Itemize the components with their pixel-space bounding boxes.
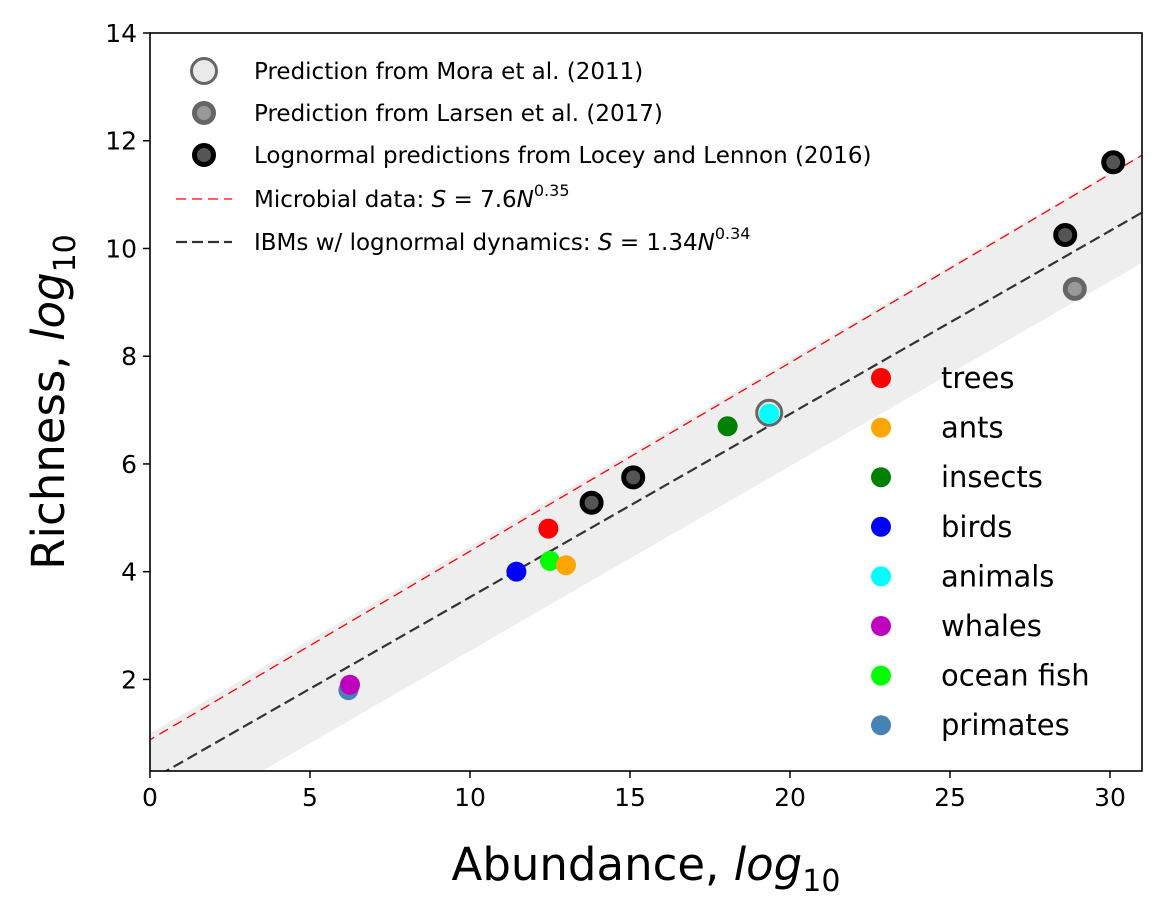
legend-label-microbial: Microbial data: S = 7.6N0.35 — [254, 181, 570, 213]
legend-marker-locey — [192, 143, 216, 167]
x-axis-ticks: 0 5 10 15 20 25 30 — [142, 771, 1126, 812]
data-points — [338, 150, 1126, 701]
legend-label-primates: primates — [941, 708, 1070, 742]
x-tick-label: 10 — [454, 783, 486, 812]
plot-frame — [149, 32, 1143, 772]
data-point-lognormal-predictions-from-locey-and-lennon-2016 — [579, 490, 604, 515]
y-axis-ticks: 2 4 6 8 10 12 14 — [105, 19, 150, 694]
y-tick-label: 12 — [105, 127, 137, 156]
legend-label-ants: ants — [941, 411, 1004, 445]
plot-area — [150, 150, 1142, 771]
legend-label-trees: trees — [941, 361, 1014, 395]
data-point-lognormal-predictions-from-locey-and-lennon-2016 — [1101, 150, 1126, 175]
data-point-insects — [717, 416, 738, 437]
ibm-fit-line — [164, 211, 1142, 771]
legend-label-mora: Prediction from Mora et al. (2011) — [254, 59, 643, 85]
microbial-fit-line — [150, 154, 1142, 741]
data-point-birds — [506, 561, 527, 582]
legend-marker-ants — [871, 417, 891, 438]
legend-label-birds: birds — [941, 510, 1012, 544]
data-point-animals — [759, 403, 780, 424]
legend-label-animals: animals — [941, 559, 1054, 593]
x-tick-label: 5 — [302, 783, 318, 812]
legend-label-larsen: Prediction from Larsen et al. (2017) — [254, 101, 663, 127]
data-point-whales — [340, 674, 360, 695]
data-point-lognormal-predictions-from-locey-and-lennon-2016 — [1053, 223, 1078, 248]
y-tick-label: 6 — [121, 450, 137, 479]
y-tick-label: 14 — [105, 19, 137, 48]
legend-marker-primates — [871, 715, 891, 736]
legend-label-ibm: IBMs w/ lognormal dynamics: S = 1.34N0.3… — [254, 224, 750, 256]
legend-marker-larsen — [192, 101, 216, 125]
data-point-lognormal-predictions-from-locey-and-lennon-2016 — [621, 465, 646, 490]
x-tick-label: 25 — [934, 783, 966, 812]
legend-label-whales: whales — [941, 609, 1042, 643]
legend-taxa: trees ants insects birds animals whales ocean … — [871, 361, 1090, 742]
y-tick-label: 10 — [105, 234, 137, 263]
data-point-ants — [556, 555, 576, 576]
uncertainty-band — [150, 153, 1142, 771]
legend-marker-whales — [871, 616, 891, 636]
legend-marker-trees — [871, 368, 891, 388]
legend-label-ocean-fish: ocean fish — [941, 659, 1090, 693]
data-point-ocean-fish — [540, 550, 560, 571]
y-tick-label: 2 — [121, 665, 137, 694]
y-tick-label: 8 — [121, 342, 137, 371]
legend-marker-ocean-fish — [871, 665, 891, 686]
x-tick-label: 0 — [142, 783, 158, 812]
legend-predictions: Prediction from Mora et al. (2011) Predi… — [176, 57, 871, 256]
y-axis-label: Richness, log10 — [22, 234, 83, 570]
y-tick-label: 4 — [121, 558, 137, 587]
x-tick-label: 30 — [1094, 783, 1126, 812]
legend-marker-animals — [871, 566, 891, 587]
legend-marker-insects — [871, 467, 891, 488]
legend-marker-birds — [871, 516, 891, 537]
legend-label-locey: Lognormal predictions from Locey and Len… — [254, 143, 871, 169]
x-axis-label: Abundance, log10 — [452, 838, 841, 899]
x-tick-label: 15 — [614, 783, 646, 812]
data-point-trees — [538, 518, 559, 539]
data-point-prediction-from-larsen-et-al-2017 — [1062, 276, 1087, 301]
legend-marker-mora — [190, 57, 218, 85]
x-tick-label: 20 — [774, 783, 806, 812]
legend-label-insects: insects — [941, 460, 1043, 494]
